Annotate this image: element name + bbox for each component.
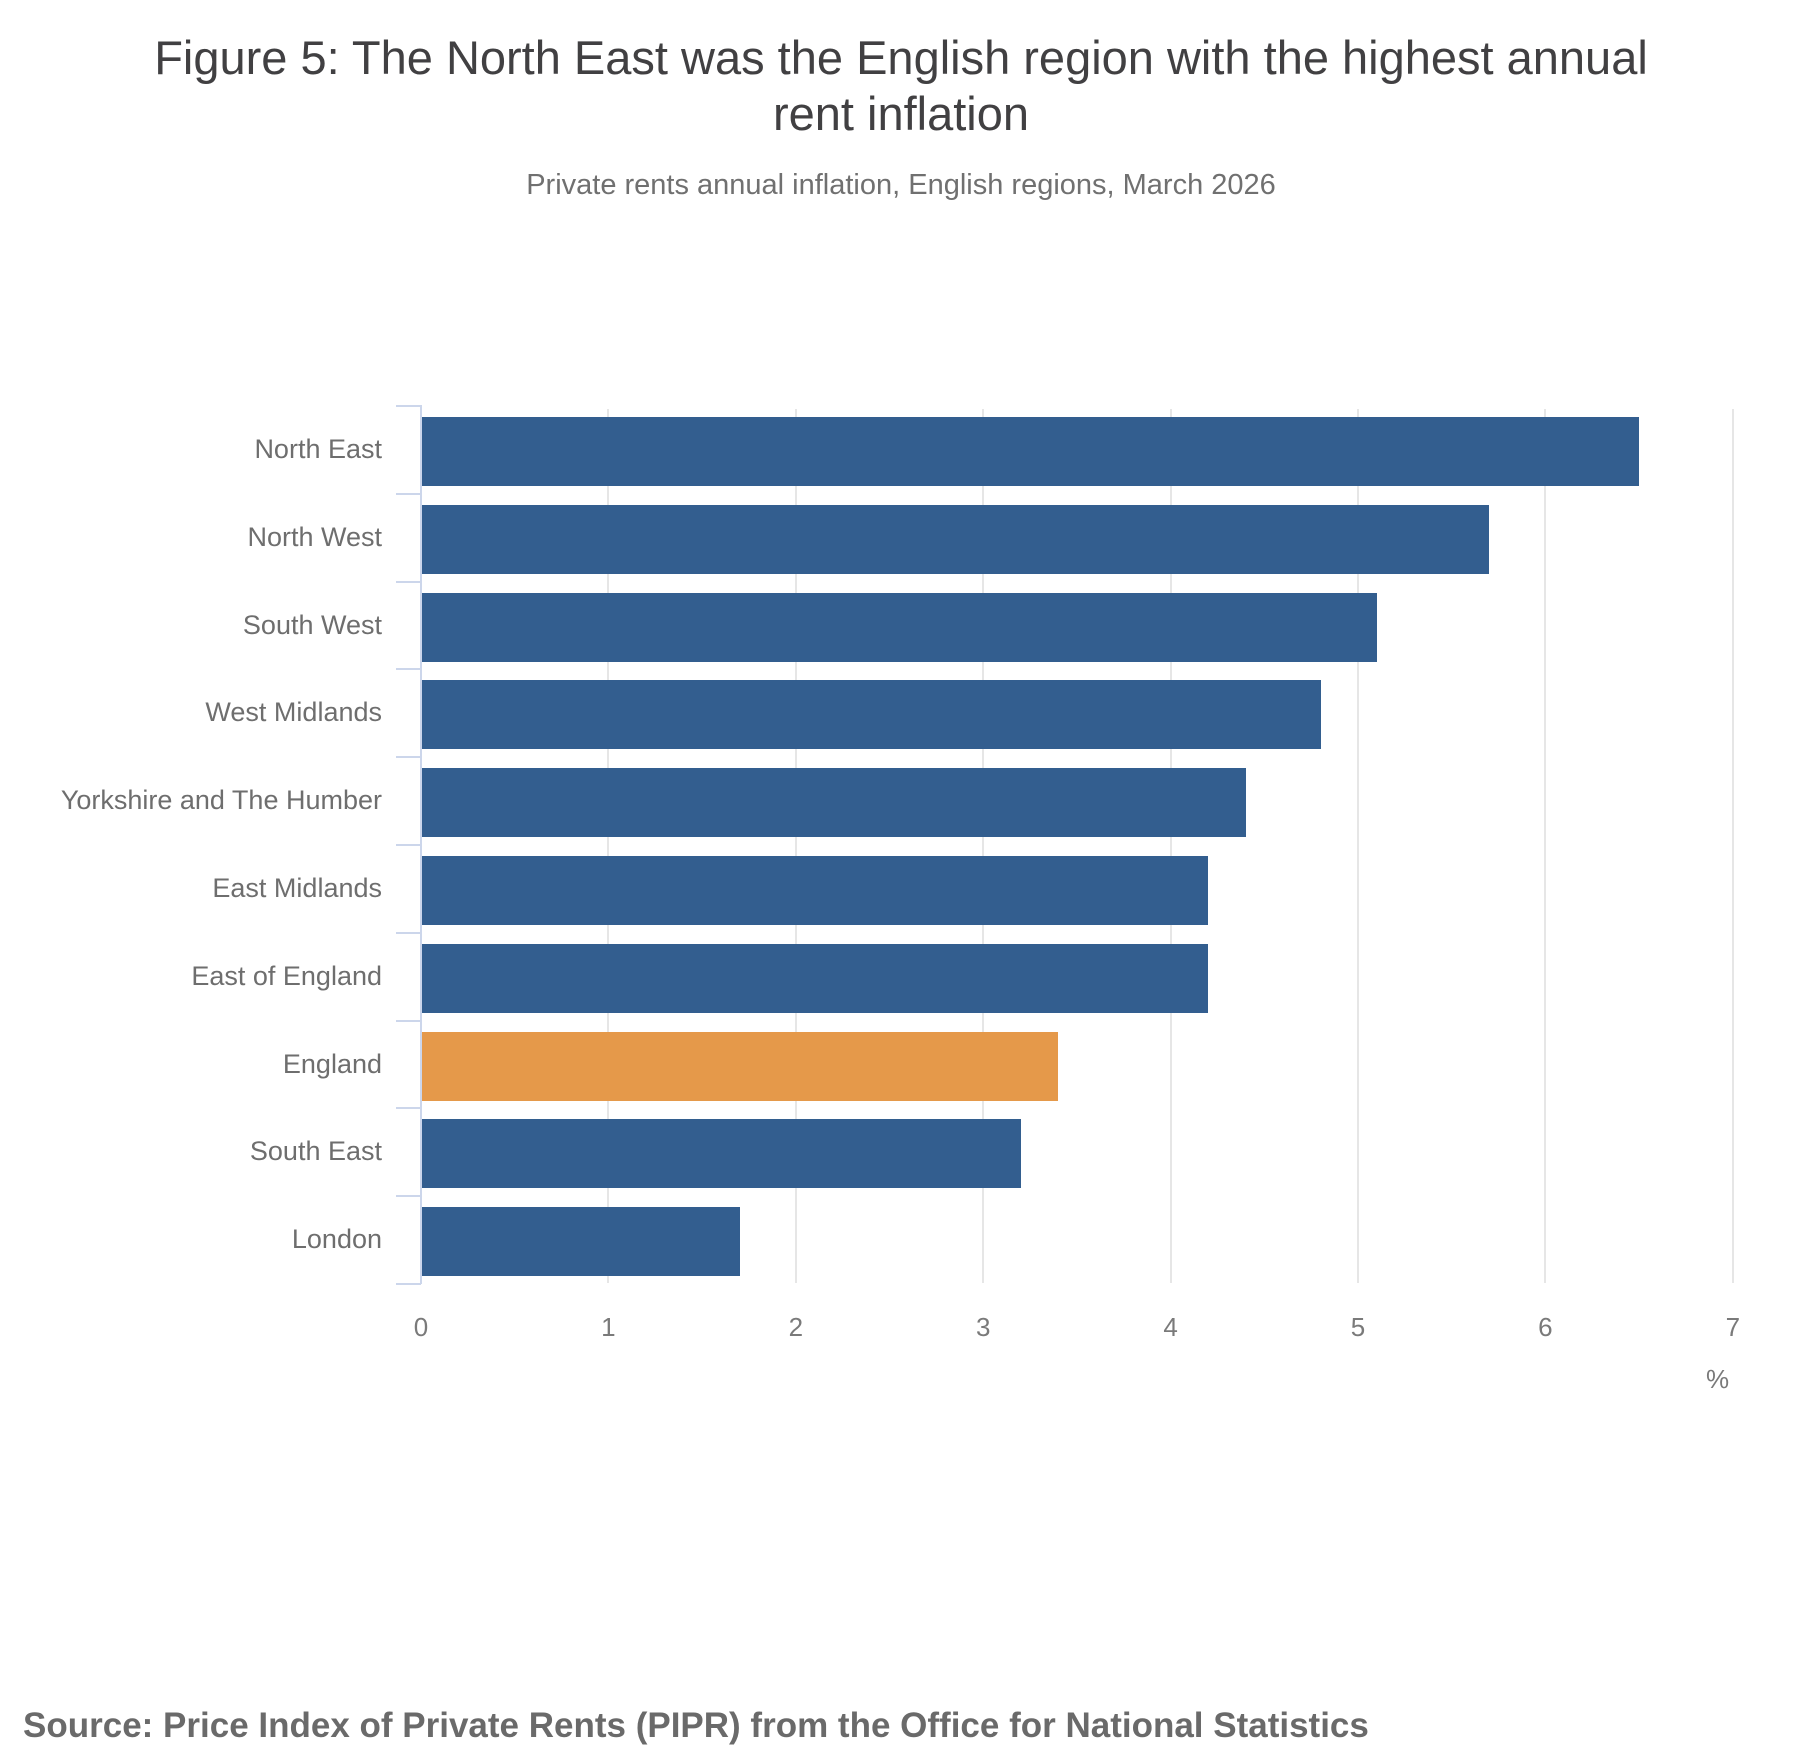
y-axis-tick [396,1019,421,1022]
y-axis-tick [396,756,421,759]
chart-title-line-1: Figure 5: The North East was the English… [154,31,1648,84]
x-axis-unit-label: % [1706,1364,1730,1394]
y-axis-tick [396,668,421,671]
y-axis-tick [396,931,421,934]
bar-yorkshire-and-the-humber[interactable] [422,768,1246,838]
bar-north-west[interactable] [422,504,1490,574]
bar-england[interactable] [422,1031,1059,1101]
bar-west-midlands[interactable] [422,680,1321,750]
source-note: Source: Price Index of Private Rents (PI… [23,1706,1369,1745]
y-axis-tick [396,1283,421,1285]
y-axis-tick [396,1195,421,1198]
bar-london[interactable] [422,1207,740,1277]
category-label: London [291,1224,382,1255]
x-axis-tick-label: 6 [1538,1312,1553,1342]
gridline [1731,409,1734,1283]
category-label: North East [254,433,382,464]
chart-title-line-2: rent inflation [772,87,1030,140]
category-label: East Midlands [212,872,382,903]
chart-title: Figure 5: The North East was the English… [0,30,1802,142]
category-label: South West [242,609,382,640]
gridline [982,409,985,1283]
y-axis-tick [396,492,421,495]
y-axis-tick [396,844,421,846]
gridline [607,409,610,1283]
bar-east-of-england[interactable] [422,943,1209,1013]
category-label: East of England [191,960,382,991]
x-axis-tick-label: 2 [788,1312,804,1342]
y-axis-tick [396,405,421,407]
bar-east-midlands[interactable] [422,856,1209,925]
gridline [794,409,797,1283]
gridline [1169,409,1172,1283]
bar-south-west[interactable] [422,592,1377,662]
x-axis-tick-label: 4 [1163,1312,1178,1342]
y-axis-line [420,405,422,1284]
bar-south-east[interactable] [422,1119,1021,1189]
x-axis-tick-label: 7 [1725,1312,1741,1342]
y-axis-tick [396,1107,421,1110]
chart-subtitle: Private rents annual inflation, English … [526,169,1276,201]
x-axis-tick-label: 1 [601,1312,616,1342]
x-axis-tick-label: 3 [975,1312,991,1342]
gridline [1544,409,1547,1283]
category-label: England [282,1048,382,1079]
category-label: South East [249,1136,382,1167]
x-axis-tick-label: 5 [1350,1312,1366,1342]
category-label: North West [247,521,382,552]
category-label: Yorkshire and The Humber [60,785,382,816]
gridline [1357,409,1359,1283]
y-axis-tick [396,580,421,583]
category-label: West Midlands [205,697,382,728]
x-axis-tick-label: 0 [413,1312,429,1342]
bar-north-east[interactable] [422,417,1640,486]
